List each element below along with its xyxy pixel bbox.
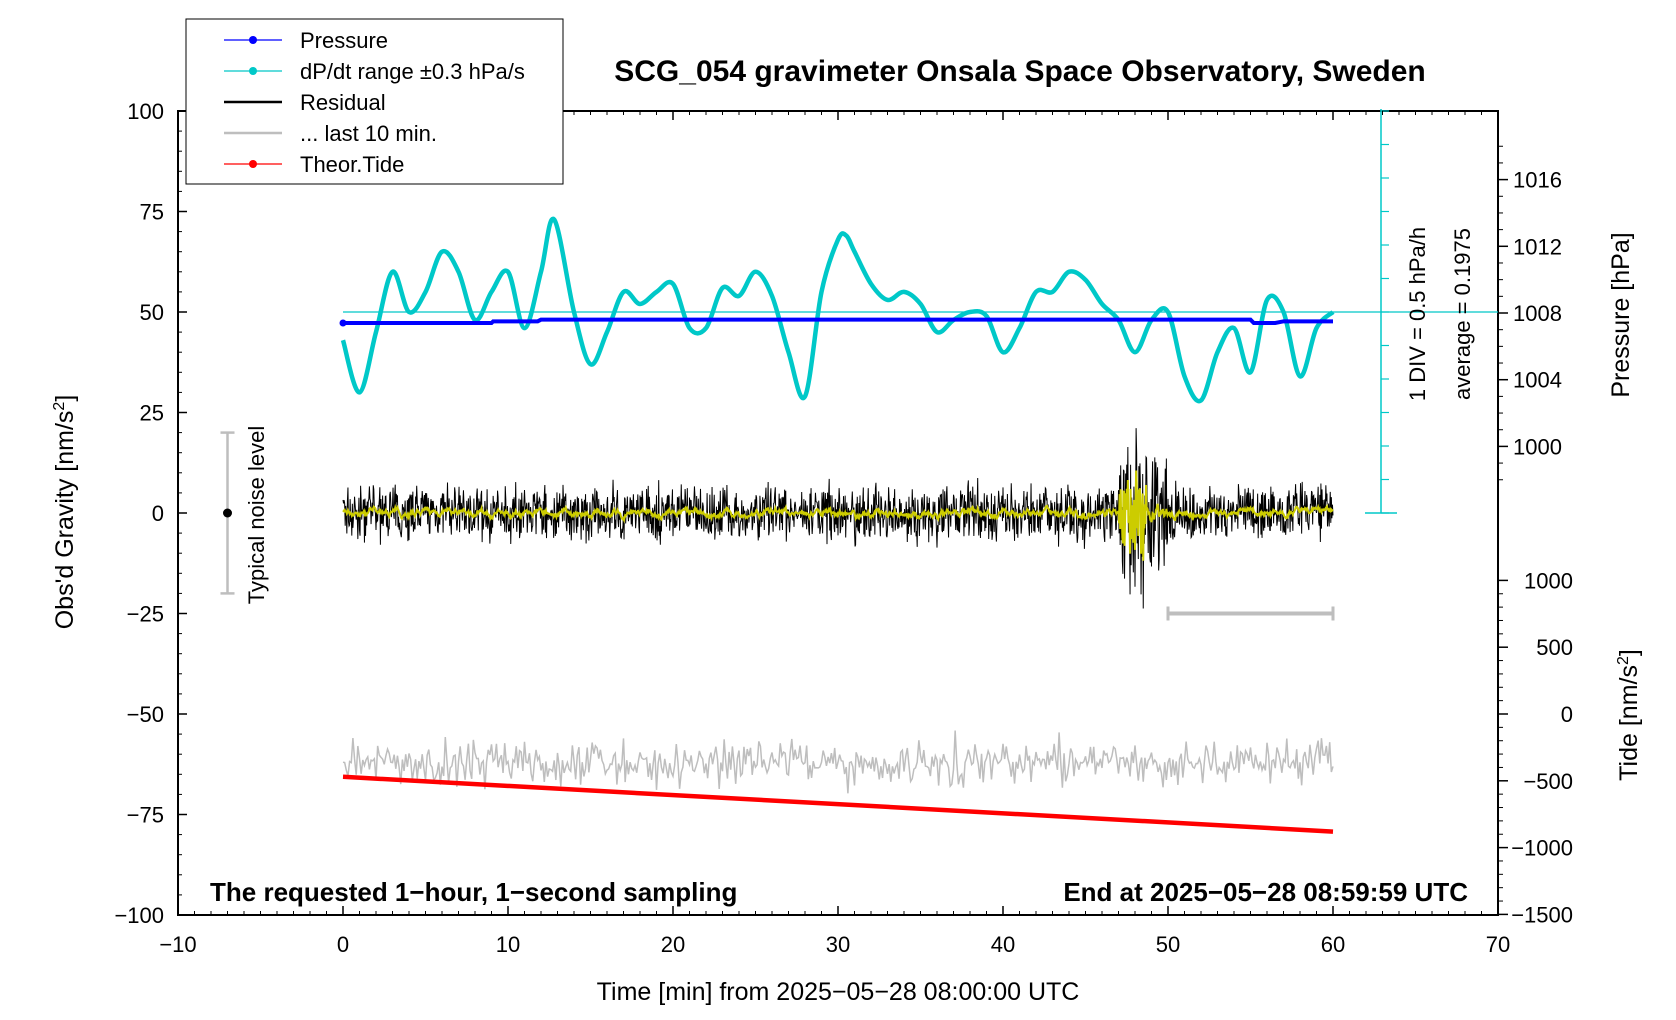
y-tick-label: −25 xyxy=(127,602,164,627)
legend-entries: Pressure dP/dt range ±0.3 hPa/s Residual..… xyxy=(224,28,525,177)
x-tick-label: 40 xyxy=(991,932,1015,957)
legend-swatch-marker xyxy=(249,160,257,168)
residual-smoothed-line xyxy=(342,470,1334,561)
x-tick-label: 50 xyxy=(1156,932,1180,957)
tide-tick-label: 0 xyxy=(1561,702,1573,727)
tide-tick-label: −500 xyxy=(1523,769,1573,794)
last-10-min-series-line xyxy=(342,730,1334,794)
chart-title: SCG_054 gravimeter Onsala Space Observat… xyxy=(614,55,1426,88)
legend-label: Theor.Tide xyxy=(300,152,404,177)
legend-label: dP/dt range ±0.3 hPa/s xyxy=(300,59,525,84)
x-tick-label: 60 xyxy=(1321,932,1345,957)
y-tick-label: 75 xyxy=(140,200,164,225)
tide-tick-label: −1000 xyxy=(1511,836,1573,861)
y-axis-label-tail: ] xyxy=(51,395,79,402)
dpdt-series-line xyxy=(340,216,1335,404)
tide-tick-label: 1000 xyxy=(1524,568,1573,593)
tide-series-line xyxy=(342,774,1334,834)
y-tick-label: −75 xyxy=(127,803,164,828)
pressure-start-point xyxy=(339,319,347,327)
x-tick-label: −10 xyxy=(159,932,196,957)
y-axis-label-main: Obs'd Gravity [nm/s xyxy=(51,411,79,630)
tide-tick-label: 500 xyxy=(1536,635,1573,660)
tide-axis-label-tail: ] xyxy=(1615,649,1643,656)
y-tick-label: 0 xyxy=(152,501,164,526)
y-tick-label: 100 xyxy=(127,99,164,124)
pressure-tick-label: 1012 xyxy=(1513,234,1562,259)
pressure-axis-label: Pressure [hPa] xyxy=(1607,232,1635,397)
legend-swatch-marker xyxy=(249,67,257,75)
x-tick-label: 20 xyxy=(661,932,685,957)
y-axis-label: Obs'd Gravity [nm/s2] xyxy=(51,395,79,630)
data-layer xyxy=(220,109,1498,834)
y-axis-label-sup: 2 xyxy=(51,402,68,411)
x-axis-label: Time [min] from 2025−05−28 08:00:00 UTC xyxy=(597,978,1080,1006)
tide-tick-label: −1500 xyxy=(1511,902,1573,927)
tide-axis-label-sup: 2 xyxy=(1615,656,1632,665)
annotation-noise-level: Typical noise level xyxy=(244,426,269,605)
tide-axis-label-main: Tide [nm/s xyxy=(1615,665,1643,781)
y-tick-label: 25 xyxy=(140,401,164,426)
legend-label: ... last 10 min. xyxy=(300,121,437,146)
axes-layer: −10 0 10 20 30 40 50 60 701007550250−25−50−75−10… xyxy=(114,99,1573,957)
y-tick-label: −50 xyxy=(127,702,164,727)
tide-axis-label: Tide [nm/s2] xyxy=(1615,649,1643,781)
x-tick-label: 70 xyxy=(1486,932,1510,957)
pressure-tick-label: 1004 xyxy=(1513,368,1562,393)
x-tick-label: 10 xyxy=(496,932,520,957)
noise-level-point xyxy=(223,508,232,518)
y-tick-label: 50 xyxy=(140,300,164,325)
annotation-sampling: The requested 1−hour, 1−second sampling xyxy=(210,877,737,907)
pressure-series-line xyxy=(343,317,1333,326)
x-tick-label: 0 xyxy=(337,932,349,957)
residual-series-line xyxy=(342,428,1334,609)
annotation-average: average = 0.1975 xyxy=(1450,228,1475,400)
y-tick-label: −100 xyxy=(114,903,164,928)
annotation-end-time: End at 2025−05−28 08:59:59 UTC xyxy=(1063,877,1468,907)
pressure-tick-label: 1008 xyxy=(1513,301,1562,326)
annotation-div: 1 DIV = 0.5 hPa/h xyxy=(1405,227,1430,401)
legend-swatch-marker xyxy=(249,36,257,44)
legend: Pressure dP/dt range ±0.3 hPa/s Residual..… xyxy=(185,18,564,185)
pressure-tick-label: 1000 xyxy=(1513,434,1562,459)
pressure-tick-label: 1016 xyxy=(1513,168,1562,193)
legend-label: Residual xyxy=(300,90,386,115)
x-tick-label: 30 xyxy=(826,932,850,957)
legend-label: Pressure xyxy=(300,28,388,53)
